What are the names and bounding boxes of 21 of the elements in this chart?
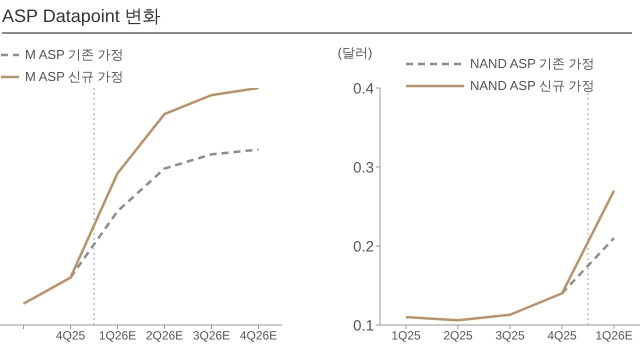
y-axis-title: (달러) <box>336 44 374 62</box>
legend-label: M ASP 신규 가정 <box>25 68 124 86</box>
legend-label: NAND ASP 신규 가정 <box>470 77 595 95</box>
x-tick-label: 4Q25 <box>56 328 86 343</box>
x-tick-label: 1Q26E <box>98 328 136 343</box>
x-tick-label: 4Q26E <box>240 328 278 343</box>
x-tick-label: 2Q26E <box>146 328 184 343</box>
y-tick-label: 0.3 <box>353 159 374 176</box>
y-tick-label: 0.1 <box>353 317 374 334</box>
x-tick-label: 3Q26E <box>192 328 230 343</box>
x-tick-label: 2Q25 <box>443 328 473 343</box>
y-tick-label: 0.2 <box>353 238 374 256</box>
chart-title: ASP Datapoint 변화 <box>2 4 632 34</box>
legend-label: M ASP 기존 가정 <box>25 46 124 64</box>
x-tick-label: 4Q25 <box>547 328 577 343</box>
x-tick-label: 1Q26E <box>595 328 633 343</box>
x-tick-label: 1Q25 <box>391 328 421 343</box>
legend-label: NAND ASP 기존 가정 <box>470 55 595 73</box>
y-tick-label: 0.4 <box>353 80 374 98</box>
x-tick-label: 3Q25 <box>495 328 525 343</box>
line-series <box>404 189 616 322</box>
